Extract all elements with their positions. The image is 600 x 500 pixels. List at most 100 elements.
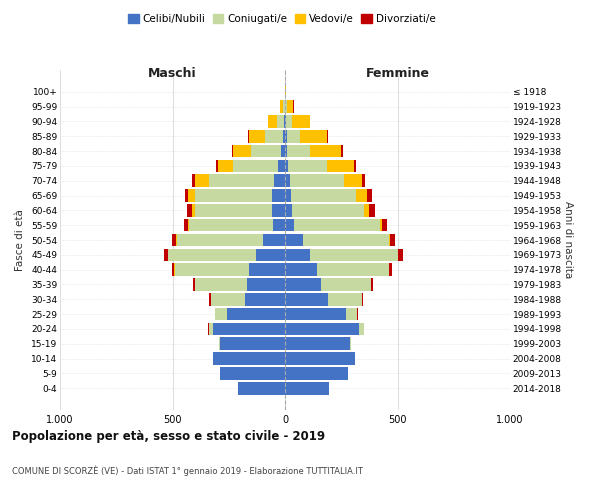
Bar [191,204,195,216]
Bar [285,86,286,98]
Bar [370,204,375,216]
Bar [367,189,371,202]
Bar [301,130,328,142]
Bar [285,115,286,128]
Bar [216,160,218,172]
Bar [188,219,190,232]
Bar [289,160,326,172]
Text: Maschi: Maschi [148,67,197,80]
Bar [278,160,285,172]
Bar [272,219,285,232]
Bar [361,174,365,187]
Bar [382,219,388,232]
Bar [172,234,176,246]
Bar [263,234,285,246]
Bar [285,204,292,216]
Bar [213,352,285,365]
Bar [380,219,382,232]
Bar [285,338,350,350]
Bar [238,382,285,394]
Bar [271,189,285,202]
Bar [341,145,343,158]
Bar [290,174,343,187]
Bar [195,174,209,187]
Y-axis label: Anni di nascita: Anni di nascita [563,202,573,278]
Bar [218,160,233,172]
Bar [285,352,355,365]
Bar [326,160,353,172]
Bar [187,204,191,216]
Bar [285,293,328,306]
Bar [277,115,284,128]
Bar [233,160,278,172]
Bar [251,145,281,158]
Bar [294,219,380,232]
Bar [292,115,310,128]
Bar [389,264,392,276]
Bar [248,130,249,142]
Bar [398,248,403,261]
Bar [285,278,321,291]
Bar [195,278,247,291]
Bar [371,278,373,291]
Bar [317,264,389,276]
Bar [283,130,285,142]
Bar [271,204,285,216]
Bar [177,234,263,246]
Bar [359,322,364,335]
Bar [285,322,359,335]
Bar [283,100,284,113]
Bar [346,308,357,320]
Bar [343,174,361,187]
Bar [249,264,285,276]
Bar [256,248,285,261]
Bar [285,367,348,380]
Text: Femmine: Femmine [365,67,430,80]
Bar [188,189,195,202]
Bar [286,115,292,128]
Bar [310,145,341,158]
Bar [290,189,356,202]
Bar [285,160,289,172]
Bar [211,293,245,306]
Bar [310,248,398,261]
Bar [350,338,352,350]
Bar [175,264,249,276]
Bar [172,264,175,276]
Bar [287,100,293,113]
Bar [285,264,317,276]
Bar [303,234,389,246]
Bar [213,322,285,335]
Bar [209,293,211,306]
Bar [233,145,251,158]
Bar [285,130,287,142]
Bar [220,338,285,350]
Bar [285,234,303,246]
Bar [362,293,363,306]
Bar [209,174,274,187]
Bar [220,367,285,380]
Bar [274,174,285,187]
Bar [195,189,271,202]
Bar [280,100,283,113]
Bar [245,293,285,306]
Bar [285,248,310,261]
Bar [247,278,285,291]
Bar [287,130,301,142]
Bar [184,219,188,232]
Bar [286,100,287,113]
Bar [287,145,310,158]
Bar [285,308,346,320]
Bar [218,338,220,350]
Bar [285,174,290,187]
Bar [321,278,371,291]
Bar [364,204,370,216]
Bar [285,382,329,394]
Bar [328,293,361,306]
Bar [227,308,285,320]
Bar [193,278,195,291]
Bar [190,219,272,232]
Bar [195,204,271,216]
Bar [168,248,256,261]
Bar [176,234,177,246]
